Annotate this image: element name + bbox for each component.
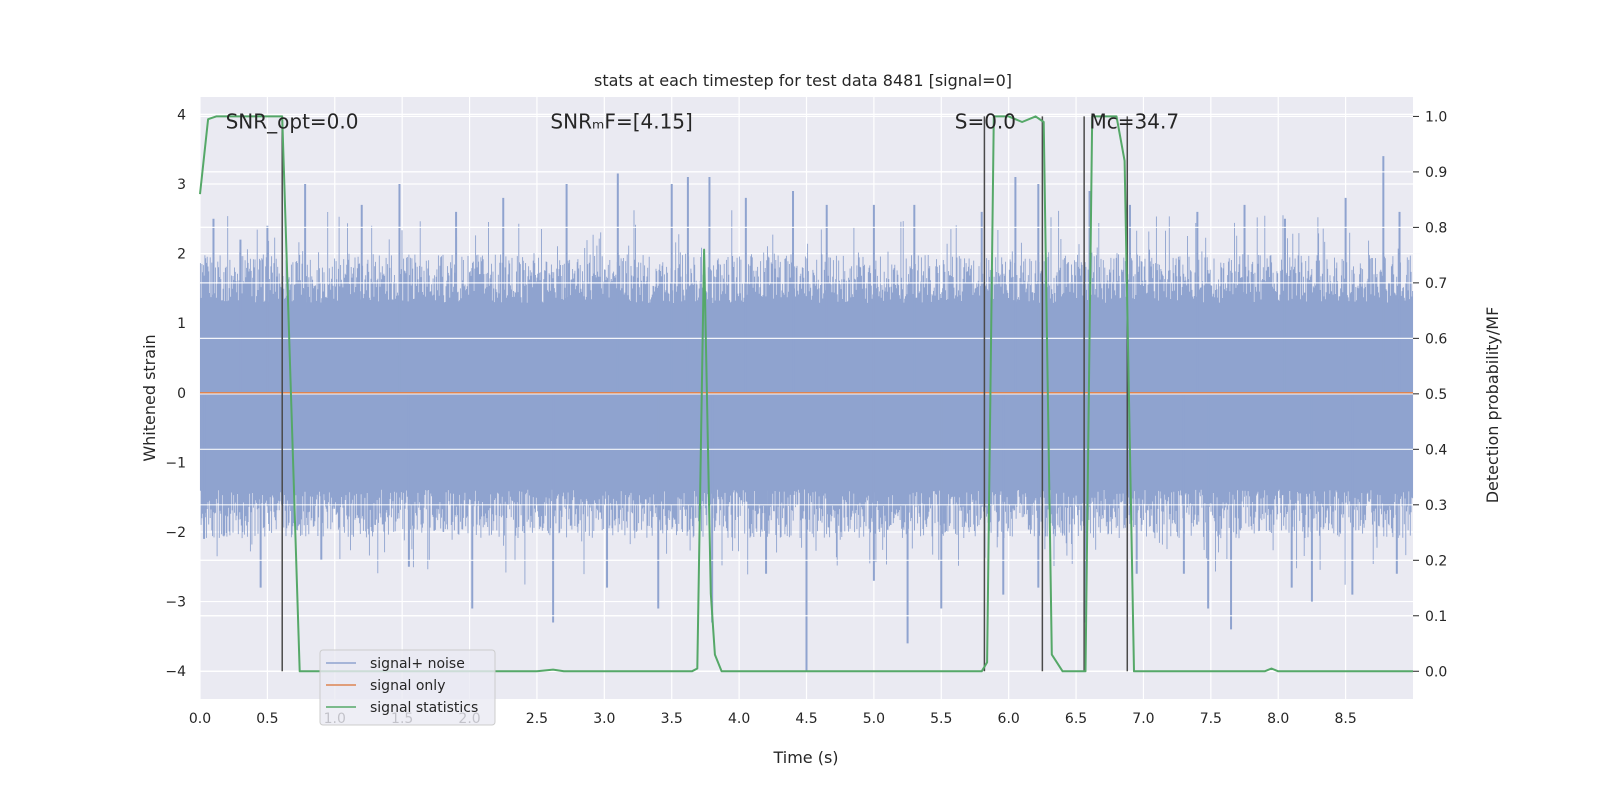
y-tick-label: 1 (177, 316, 186, 332)
signal-statistics-line (199, 115, 1413, 673)
annotations: SNR_opt=0.0 SNRₘF=[4.15] S=0.0 Mᴄ=34.7 (226, 109, 1179, 133)
x-tick-label: 3.5 (661, 711, 683, 727)
y-tick-label: 3 (177, 177, 186, 193)
vertical-marker-lines (281, 116, 1129, 672)
y-right-tick-label: 0.0 (1425, 664, 1447, 680)
y-right-axis-ticks: 1.0 0.9 0.8 0.7 0.6 0.5 0.4 0.3 0.2 0.1 0.0 (1413, 109, 1447, 680)
y-right-tick-label: 0.8 (1425, 220, 1447, 236)
y-tick-label: 4 (177, 107, 186, 123)
signal-statistics-series (199, 115, 1413, 673)
x-tick-label: 3.0 (593, 711, 615, 727)
y-axis-label: Whitened strain (140, 334, 159, 461)
y-right-tick-label: 0.9 (1425, 165, 1447, 181)
y-right-tick-label: 0.5 (1425, 387, 1447, 403)
legend: signal+ noise signal only signal statist… (319, 649, 496, 726)
annotation-snr-mf: SNRₘF=[4.15] (550, 109, 692, 133)
y-right-tick-label: 0.1 (1425, 609, 1447, 625)
x-tick-label: 8.0 (1267, 711, 1289, 727)
signal-noise-series (199, 115, 1414, 672)
x-tick-label: 0.0 (189, 711, 211, 727)
annotation-snr-opt: SNR_opt=0.0 (226, 109, 359, 133)
y-right-tick-label: 0.7 (1425, 276, 1447, 292)
x-tick-label: 4.0 (728, 711, 750, 727)
legend-label-signal-noise: signal+ noise (370, 656, 465, 672)
y-right-tick-label: 0.2 (1425, 553, 1447, 569)
y-tick-label: −4 (165, 664, 186, 680)
y-tick-label: −1 (165, 455, 186, 471)
legend-box (319, 649, 496, 726)
y-tick-label: −3 (165, 595, 186, 611)
x-tick-label: 6.0 (998, 711, 1020, 727)
x-tick-label: 7.5 (1200, 711, 1222, 727)
legend-label-signal-only: signal only (370, 678, 445, 694)
x-tick-label: 4.5 (795, 711, 817, 727)
x-tick-label: 8.5 (1334, 711, 1356, 727)
x-tick-label: 6.5 (1065, 711, 1087, 727)
y-right-tick-label: 0.4 (1425, 442, 1447, 458)
x-tick-label: 5.5 (930, 711, 952, 727)
x-tick-label: 0.5 (256, 711, 278, 727)
x-tick-label: 5.0 (863, 711, 885, 727)
y-right-axis-label: Detection probability/MF (1483, 307, 1502, 504)
y-right-tick-label: 1.0 (1425, 109, 1447, 125)
y-tick-label: 2 (177, 247, 186, 263)
y-right-tick-label: 0.3 (1425, 498, 1447, 514)
y-axis-ticks: 4 3 2 1 0 −1 −2 −3 −4 (165, 107, 186, 680)
annotation-s-value: S=0.0 (955, 109, 1016, 133)
chart-title: stats at each timestep for test data 848… (594, 71, 1012, 90)
y-tick-label: 0 (177, 386, 186, 402)
x-tick-label: 2.5 (526, 711, 548, 727)
legend-label-signal-statistics: signal statistics (370, 700, 478, 716)
x-tick-label: 7.0 (1132, 711, 1154, 727)
annotation-mc-value: Mᴄ=34.7 (1090, 109, 1180, 133)
x-axis-label: Time (s) (772, 748, 838, 767)
y-tick-label: −2 (165, 525, 186, 541)
y-right-tick-label: 0.6 (1425, 331, 1447, 347)
